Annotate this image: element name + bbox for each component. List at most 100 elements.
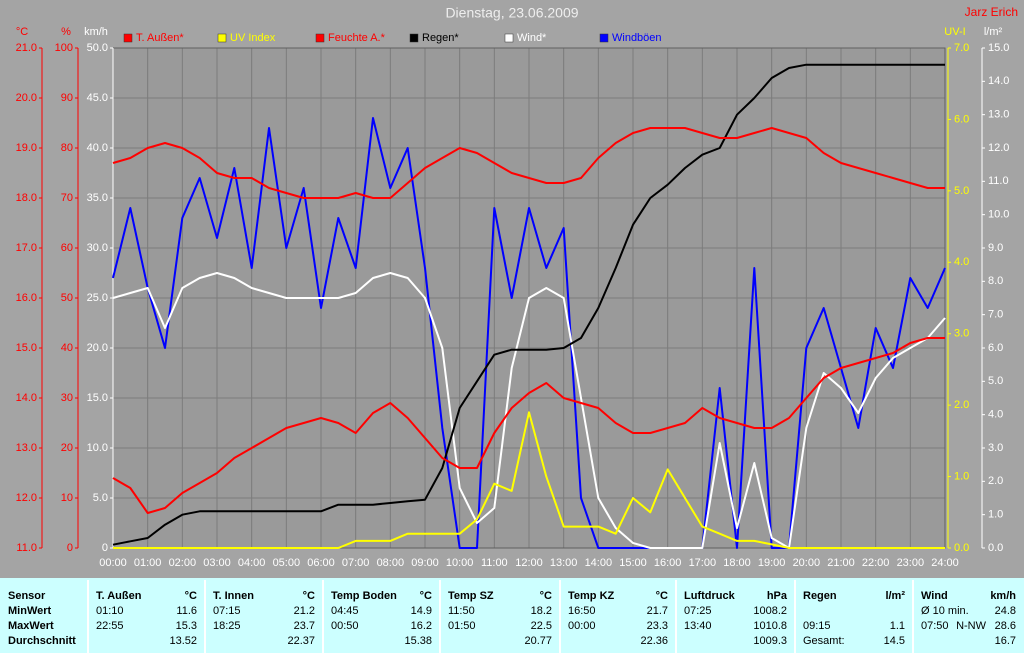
table-column-header: Luftdruck (684, 590, 736, 602)
x-tick-label: 02:00 (169, 557, 197, 569)
y-tick-label: 0 (102, 542, 108, 554)
y-tick-label: 35.0 (87, 192, 108, 204)
x-tick-label: 15:00 (619, 557, 647, 569)
y-tick-label: 40.0 (87, 142, 108, 154)
table-column-unit: l/m² (885, 590, 905, 602)
x-tick-label: 16:00 (654, 557, 682, 569)
table-cell: 16.2 (411, 620, 432, 632)
y-tick-label: 12.0 (988, 142, 1009, 154)
table-cell: 24.8 (995, 605, 1016, 617)
series-line (112, 117, 946, 549)
table-cell: 13.52 (169, 635, 197, 647)
table-column-header: Temp SZ (448, 590, 494, 602)
x-tick-label: 03:00 (203, 557, 231, 569)
y-tick-label: 6.0 (954, 113, 969, 125)
y-tick-label: 14.0 (988, 75, 1009, 87)
table-cell: 01:10 (96, 605, 124, 617)
table-cell: 16.7 (995, 635, 1016, 647)
table-cell: 1008.2 (753, 605, 787, 617)
y-tick-label: 15.0 (16, 342, 37, 354)
x-tick-label: 05:00 (273, 557, 301, 569)
table-cell: N-NW (956, 620, 987, 632)
y-tick-label: 0.0 (954, 542, 969, 554)
x-tick-label: 18:00 (723, 557, 751, 569)
table-cell: 07:50 (921, 620, 949, 632)
x-tick-label: 13:00 (550, 557, 578, 569)
table-column-header: T. Innen (213, 590, 254, 602)
y-tick-label: 1.0 (954, 470, 969, 482)
table-cell: Ø 10 min. (921, 605, 969, 617)
x-tick-label: 06:00 (307, 557, 335, 569)
series-line (112, 272, 946, 549)
legend-swatch (315, 33, 325, 43)
table-column-header: Temp Boden (331, 590, 397, 602)
table-cell: 28.6 (995, 620, 1016, 632)
y-tick-label: 30 (61, 392, 73, 404)
y-tick-label: 30.0 (87, 242, 108, 254)
table-cell: 11.6 (176, 605, 197, 617)
table-cell: 14.5 (884, 635, 905, 647)
table-column-unit: hPa (767, 590, 788, 602)
x-tick-label: 01:00 (134, 557, 162, 569)
table-cell: 18.2 (531, 605, 552, 617)
y-tick-label: 11.0 (988, 175, 1009, 187)
legend-swatch (409, 33, 419, 43)
table-cell: 04:45 (331, 605, 359, 617)
table-column-header: Temp KZ (568, 590, 615, 602)
y-tick-label: 8.0 (988, 275, 1003, 287)
y-tick-label: 4.0 (988, 409, 1003, 421)
x-tick-label: 09:00 (411, 557, 439, 569)
x-tick-label: 10:00 (446, 557, 474, 569)
table-cell: 1009.3 (753, 635, 787, 647)
y-tick-label: 5.0 (988, 375, 1003, 387)
y-tick-label: 20.0 (87, 342, 108, 354)
table-cell: 1.1 (890, 620, 905, 632)
table-column-unit: °C (303, 590, 315, 602)
table-cell: 14.9 (411, 605, 432, 617)
legend-label: Windböen (612, 32, 662, 44)
x-tick-label: 19:00 (758, 557, 786, 569)
y-axis-unit: l/m² (984, 26, 1003, 38)
table-row-header: Sensor (8, 590, 46, 602)
y-tick-label: 45.0 (87, 92, 108, 104)
y-tick-label: 17.0 (16, 242, 37, 254)
y-tick-label: 13.0 (16, 442, 37, 454)
y-tick-label: 20 (61, 442, 73, 454)
table-column-header: T. Außen (96, 590, 142, 602)
x-tick-label: 04:00 (238, 557, 266, 569)
x-tick-label: 20:00 (793, 557, 821, 569)
table-cell: 22.5 (531, 620, 552, 632)
legend-swatch (217, 33, 227, 43)
legend-swatch (504, 33, 514, 43)
x-tick-label: 00:00 (99, 557, 127, 569)
table-cell: 15.38 (404, 635, 432, 647)
table-cell: 16:50 (568, 605, 596, 617)
y-tick-label: 19.0 (16, 142, 37, 154)
table-cell: 11:50 (448, 605, 475, 617)
y-tick-label: 3.0 (988, 442, 1003, 454)
y-tick-label: 80 (61, 142, 73, 154)
y-axis-unit: °C (16, 26, 28, 38)
legend-label: Feuchte A.* (328, 32, 386, 44)
series-line (112, 337, 945, 514)
table-column-header: Wind (921, 590, 948, 602)
y-axis-unit: UV-I (944, 26, 965, 38)
y-tick-label: 6.0 (988, 342, 1003, 354)
series-line (113, 411, 945, 549)
y-tick-label: 3.0 (954, 328, 969, 340)
legend-label: Regen* (422, 32, 459, 44)
table-cell: 22.36 (640, 635, 668, 647)
x-tick-label: 22:00 (862, 557, 890, 569)
y-tick-label: 50.0 (87, 42, 108, 54)
x-tick-label: 12:00 (515, 557, 543, 569)
y-tick-label: 14.0 (16, 392, 37, 404)
y-axis-unit: km/h (84, 26, 108, 38)
table-cell: 00:50 (331, 620, 359, 632)
x-tick-label: 07:00 (342, 557, 370, 569)
legend-label: UV Index (230, 32, 276, 44)
x-tick-label: 23:00 (897, 557, 925, 569)
table-column-unit: °C (185, 590, 197, 602)
y-tick-label: 15.0 (87, 392, 108, 404)
table-cell: 22:55 (96, 620, 124, 632)
